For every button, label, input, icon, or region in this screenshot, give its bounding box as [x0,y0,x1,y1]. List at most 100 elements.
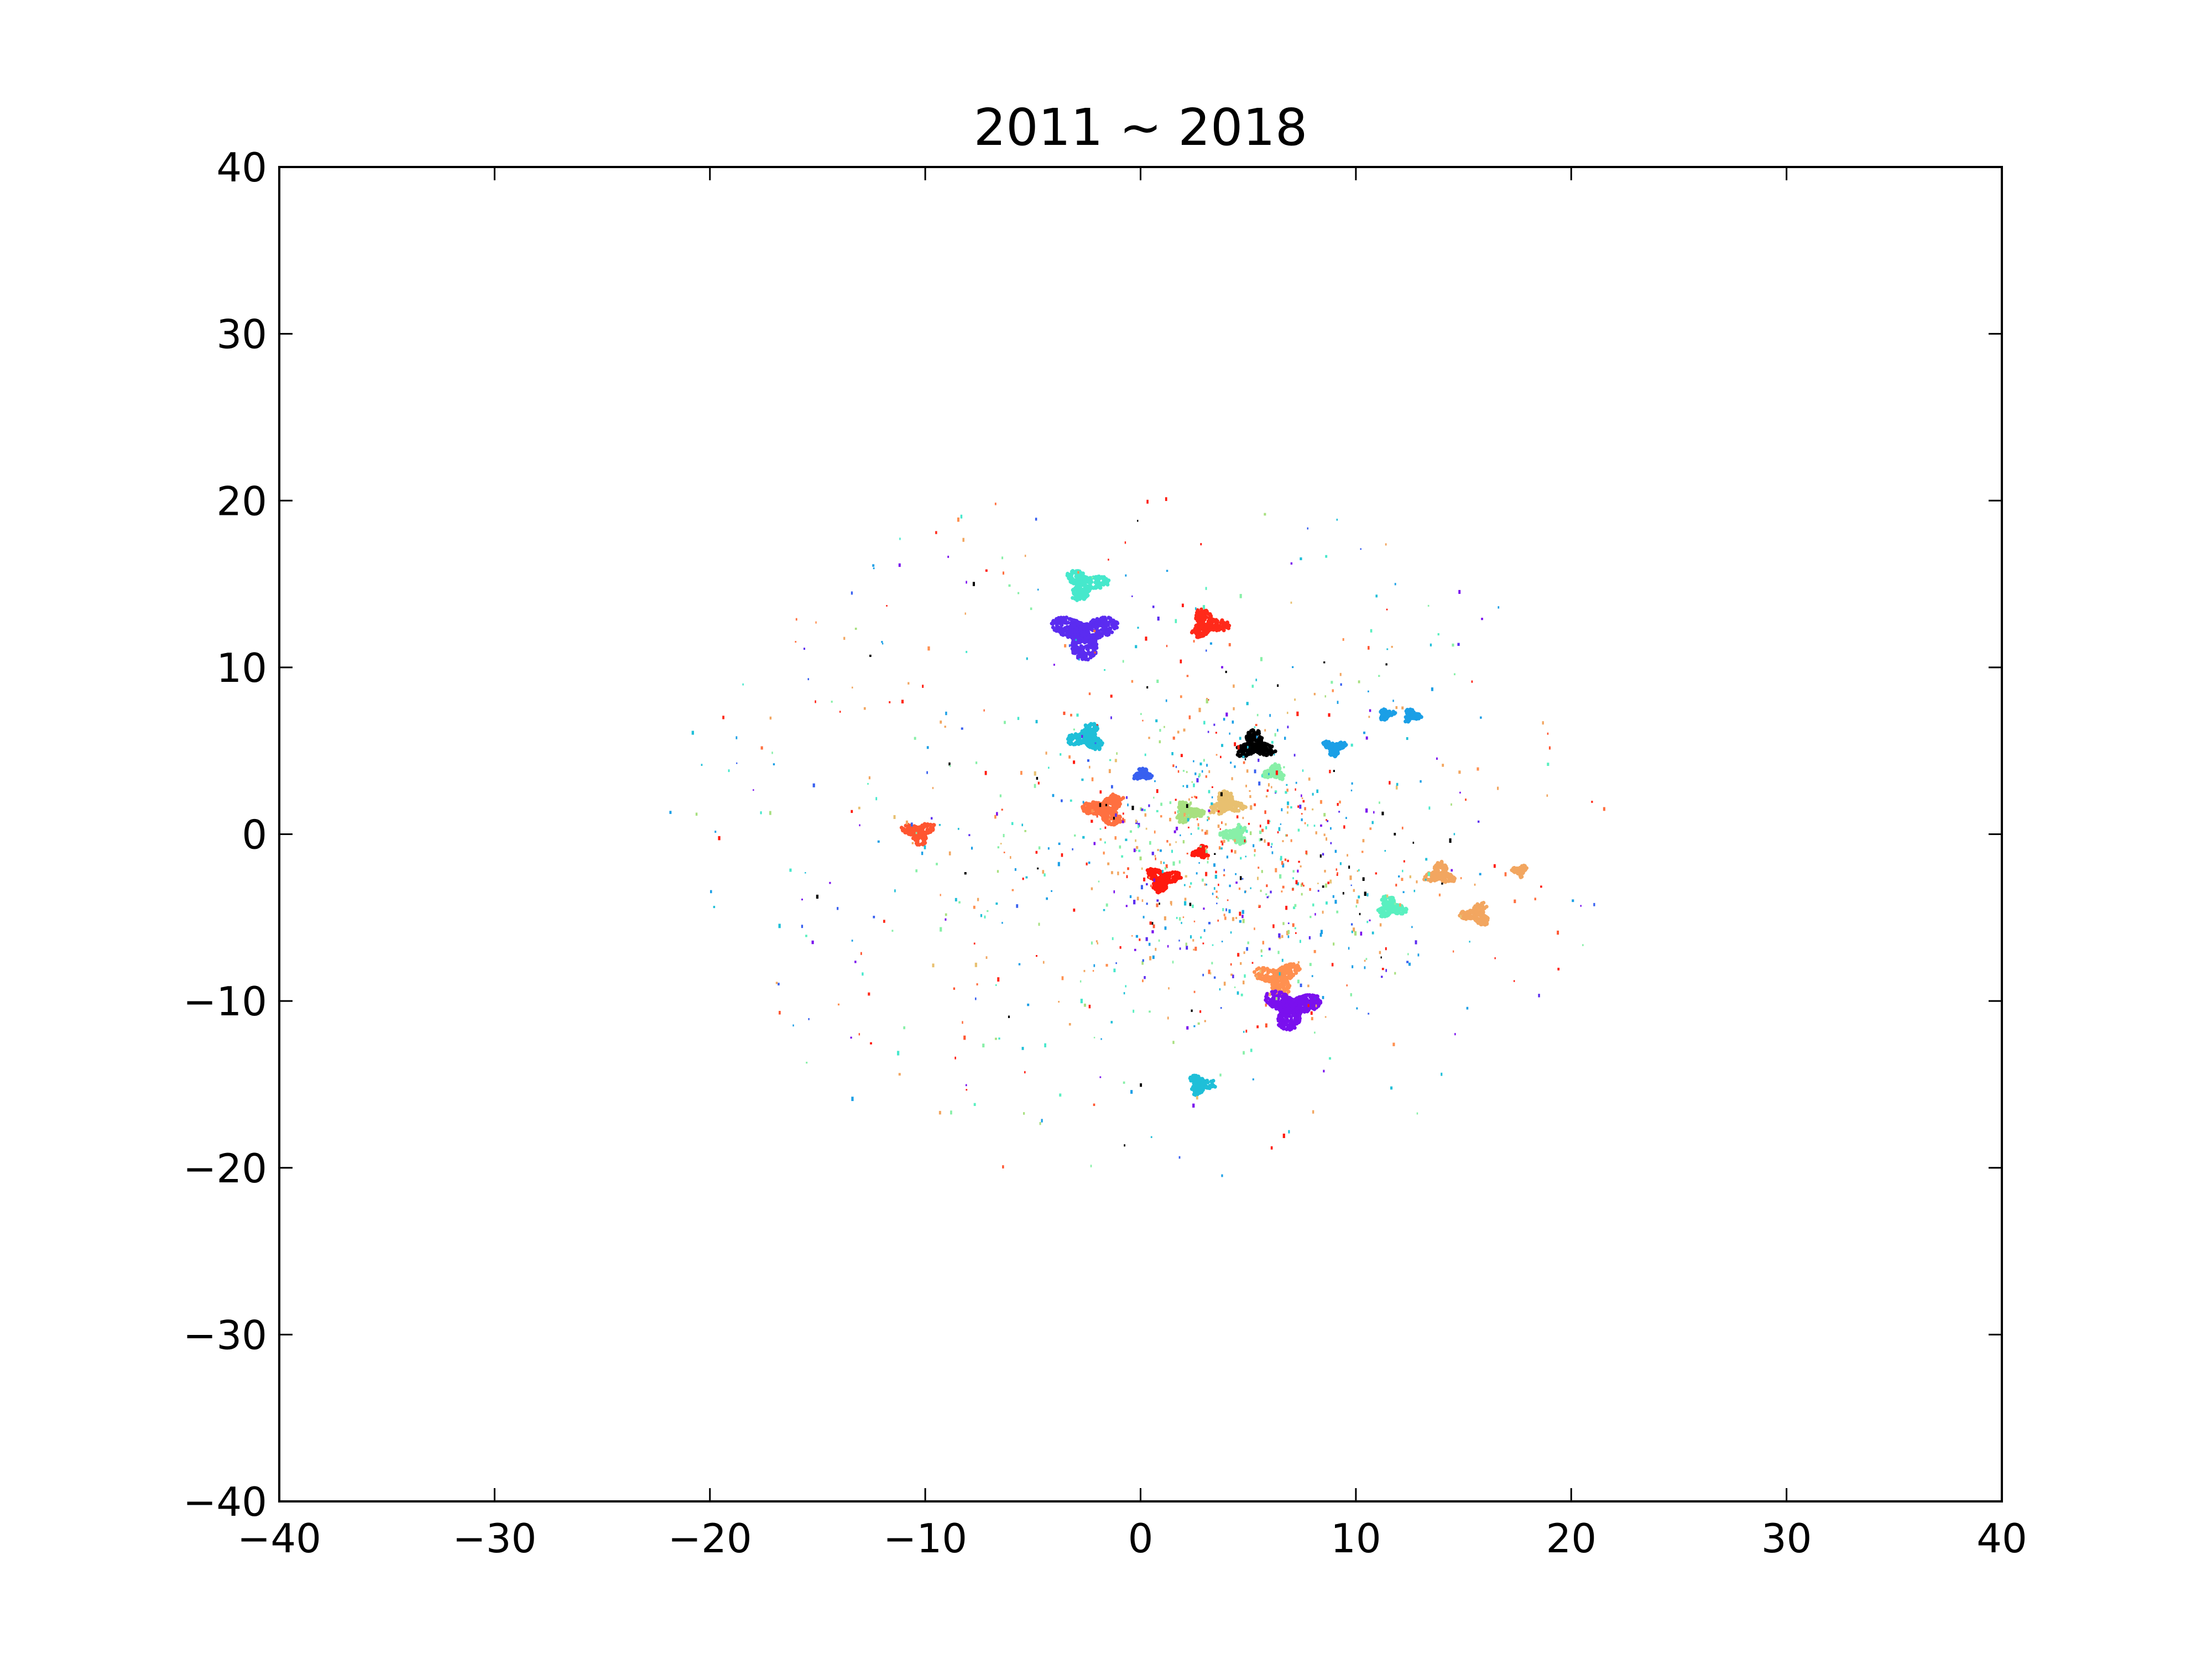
cluster-point [1287,999,1292,1004]
cluster-point [1223,795,1227,800]
cluster-point [1211,618,1215,623]
cluster-point [1097,574,1101,578]
cluster-point [907,832,912,836]
cluster-point [1159,886,1164,891]
cluster-point [1478,917,1483,921]
cluster-point [930,827,935,832]
cluster-point [1096,741,1100,745]
cluster-point [1102,627,1107,631]
cluster-point [1068,632,1072,637]
cluster-point [1249,736,1254,740]
cluster-point [1060,623,1064,627]
cluster-point [1083,729,1087,733]
cluster-point [1284,965,1288,969]
cluster-point [1479,912,1483,916]
cluster-point [1082,576,1086,581]
cluster-point [1104,820,1108,825]
cluster-point [1086,635,1090,640]
cluster-point [1400,911,1405,916]
cluster-point [1076,740,1081,744]
cluster-point [1098,585,1102,589]
cluster-point [1306,993,1310,997]
cluster-point [1390,908,1394,912]
cluster-point [1437,877,1442,881]
cluster-point [1316,1000,1321,1004]
cluster-point [1069,740,1073,744]
cluster-point [931,823,936,827]
cluster-point [1259,742,1263,747]
cluster-point [1264,973,1269,978]
cluster-point [1211,808,1215,812]
cluster-point [1079,593,1084,598]
cluster-point [1100,581,1105,585]
cluster-point [1519,875,1523,879]
cluster-point [1229,795,1233,800]
cluster-point [1255,743,1259,747]
cluster-point [1335,751,1340,755]
cluster-point [1064,633,1068,637]
cluster-point [1076,635,1081,640]
cluster-point [1193,810,1198,814]
cluster-point [1381,906,1385,911]
cluster-point [1067,626,1072,630]
cluster-point [1240,807,1245,811]
cluster-point [1177,813,1181,817]
cluster-point [1085,594,1089,598]
cluster-point [1452,879,1456,883]
cluster-point [1105,633,1109,637]
cluster-point [1283,972,1287,976]
cluster-point [1187,808,1192,813]
cluster-point [1116,797,1120,802]
cluster-point [1115,620,1119,625]
cluster-point [1084,586,1089,591]
cluster-point [1516,868,1520,872]
cluster-point [1297,1016,1302,1021]
cluster-point [1071,639,1076,644]
cluster-point [1194,611,1199,615]
cluster-point [1197,1079,1201,1083]
cluster-point [1087,588,1092,593]
cluster-point [1089,639,1093,644]
cluster-point [1177,804,1182,808]
cluster-point [1211,625,1215,629]
cluster-point [1088,585,1092,589]
cluster-point [1108,797,1113,801]
cluster-point [1188,1076,1192,1081]
cluster-point [1272,990,1277,995]
cluster-point [1448,879,1452,883]
cluster-point [1089,620,1093,624]
cluster-point [1521,870,1525,875]
cluster-point [1269,745,1273,749]
cluster-point [1114,625,1119,629]
cluster-point [1099,632,1103,636]
cluster-point [1165,881,1169,886]
cluster-point [1073,641,1078,646]
cluster-point [1461,915,1465,920]
cluster-point [1481,906,1486,911]
cluster-point [1070,635,1074,640]
cluster-point [1071,569,1075,573]
cluster-point [1081,805,1085,809]
cluster-point [1177,820,1182,824]
cluster-point [1284,987,1288,992]
cluster-point [1071,649,1076,653]
cluster-point [1077,589,1082,593]
cluster-point [1210,1084,1214,1089]
cluster-point [1100,812,1104,817]
cluster-point [1083,582,1087,587]
cluster-point [1192,1081,1196,1086]
cluster-point [1235,802,1240,807]
cluster-point [1270,1004,1275,1009]
cluster-point [1428,879,1433,883]
cluster-point [1287,984,1292,988]
cluster-point [1261,751,1266,755]
cluster-point [1306,999,1310,1004]
cluster-point [1286,1026,1290,1030]
cluster-point [1288,972,1292,977]
cluster-point [1269,766,1273,770]
cluster-point [1164,886,1168,890]
cluster-point [1157,868,1161,873]
cluster-point [1052,620,1057,625]
cluster-point [1192,1074,1197,1079]
